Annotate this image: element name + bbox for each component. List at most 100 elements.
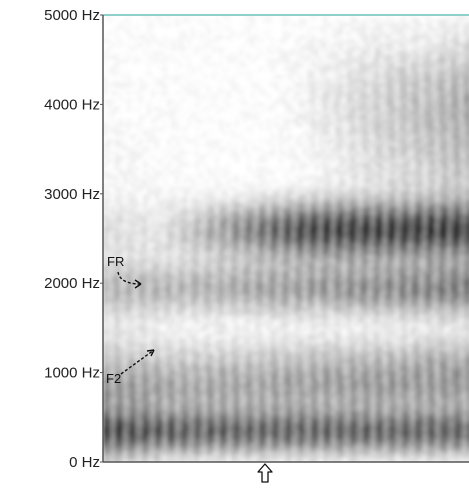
spectrogram-cell — [439, 159, 444, 164]
spectrogram-cell — [211, 75, 216, 80]
spectrogram-cell — [447, 187, 452, 192]
spectrogram-cell — [123, 91, 128, 96]
spectrogram-cell — [111, 35, 116, 40]
spectrogram-cell — [179, 147, 184, 152]
spectrogram-cell — [179, 95, 184, 100]
spectrogram-cell — [451, 223, 456, 228]
spectrogram-cell — [351, 159, 356, 164]
spectrogram-cell — [163, 75, 168, 80]
spectrogram-cell — [443, 39, 448, 44]
spectrogram-cell — [391, 151, 396, 156]
spectrogram-cell — [243, 43, 248, 48]
spectrogram-cell — [467, 175, 469, 180]
spectrogram-cell — [243, 131, 248, 136]
spectrogram-cell — [283, 123, 288, 128]
spectrogram-cell — [351, 107, 356, 112]
spectrogram-cell — [159, 207, 164, 212]
spectrogram-cell — [147, 79, 152, 84]
spectrogram-cell — [363, 99, 368, 104]
spectrogram-cell — [199, 71, 204, 76]
spectrogram-cell — [255, 71, 260, 76]
spectrogram-cell — [415, 95, 420, 100]
spectrogram-cell — [291, 143, 296, 148]
spectrogram-cell — [387, 111, 392, 116]
spectrogram-cell — [103, 143, 108, 148]
spectrogram-cell — [295, 15, 300, 20]
spectrogram-cell — [411, 55, 416, 60]
spectrogram-cell — [203, 75, 208, 80]
spectrogram-cell — [107, 75, 112, 80]
spectrogram-cell — [283, 95, 288, 100]
spectrogram-cell — [251, 107, 256, 112]
spectrogram-cell — [219, 211, 224, 216]
spectrogram-cell — [175, 123, 180, 128]
spectrogram-cell — [439, 199, 444, 204]
spectrogram-cell — [119, 139, 124, 144]
spectrogram-cell — [375, 143, 380, 148]
spectrogram-cell — [443, 155, 448, 160]
spectrogram-cell — [219, 175, 224, 180]
spectrogram-cell — [415, 99, 420, 104]
spectrogram-cell — [363, 147, 368, 152]
spectrogram-cell — [199, 115, 204, 120]
spectrogram-cell — [131, 27, 136, 32]
spectrogram-cell — [355, 67, 360, 72]
spectrogram-cell — [123, 83, 128, 88]
spectrogram-cell — [255, 35, 260, 40]
spectrogram-cell — [455, 107, 460, 112]
spectrogram-cell — [239, 35, 244, 40]
spectrogram-cell — [123, 43, 128, 48]
spectrogram-cell — [299, 147, 304, 152]
spectrogram-cell — [203, 27, 208, 32]
spectrogram-cell — [303, 159, 308, 164]
spectrogram-cell — [399, 91, 404, 96]
spectrogram-cell — [375, 79, 380, 84]
spectrogram-cell — [135, 75, 140, 80]
spectrogram-cell — [383, 135, 388, 140]
spectrogram-cell — [131, 63, 136, 68]
spectrogram-cell — [327, 195, 332, 200]
spectrogram-cell — [207, 143, 212, 148]
spectrogram-cell — [255, 95, 260, 100]
spectrogram-cell — [195, 199, 200, 204]
spectrogram-cell — [243, 223, 248, 228]
spectrogram-cell — [439, 43, 444, 48]
spectrogram-cell — [463, 183, 468, 188]
spectrogram-cell — [459, 227, 464, 232]
spectrogram-cell — [275, 127, 280, 132]
spectrogram-cell — [303, 95, 308, 100]
spectrogram-cell — [411, 167, 416, 172]
spectrogram-cell — [415, 91, 420, 96]
spectrogram-cell — [387, 191, 392, 196]
spectrogram-cell — [383, 31, 388, 36]
spectrogram-cell — [135, 231, 140, 236]
spectrogram-cell — [347, 223, 352, 228]
spectrogram-cell — [439, 191, 444, 196]
spectrogram-cell — [399, 167, 404, 172]
spectrogram-cell — [307, 79, 312, 84]
spectrogram-cell — [411, 123, 416, 128]
spectrogram-cell — [227, 171, 232, 176]
spectrogram-cell — [423, 43, 428, 48]
spectrogram-cell — [195, 131, 200, 136]
spectrogram-cell — [123, 107, 128, 112]
spectrogram-cell — [323, 27, 328, 32]
spectrogram-cell — [203, 103, 208, 108]
spectrogram-cell — [207, 183, 212, 188]
spectrogram-cell — [187, 19, 192, 24]
spectrogram-cell — [159, 67, 164, 72]
spectrogram-cell — [399, 139, 404, 144]
spectrogram-cell — [207, 79, 212, 84]
spectrogram-cell — [175, 99, 180, 104]
spectrogram-cell — [375, 167, 380, 172]
spectrogram-cell — [399, 119, 404, 124]
spectrogram-cell — [243, 39, 248, 44]
spectrogram-cell — [179, 83, 184, 88]
spectrogram-cell — [307, 63, 312, 68]
spectrogram-cell — [147, 223, 152, 228]
spectrogram-cell — [315, 123, 320, 128]
spectrogram-cell — [291, 107, 296, 112]
spectrogram-cell — [295, 131, 300, 136]
spectrogram-cell — [259, 39, 264, 44]
spectrogram-cell — [463, 139, 468, 144]
